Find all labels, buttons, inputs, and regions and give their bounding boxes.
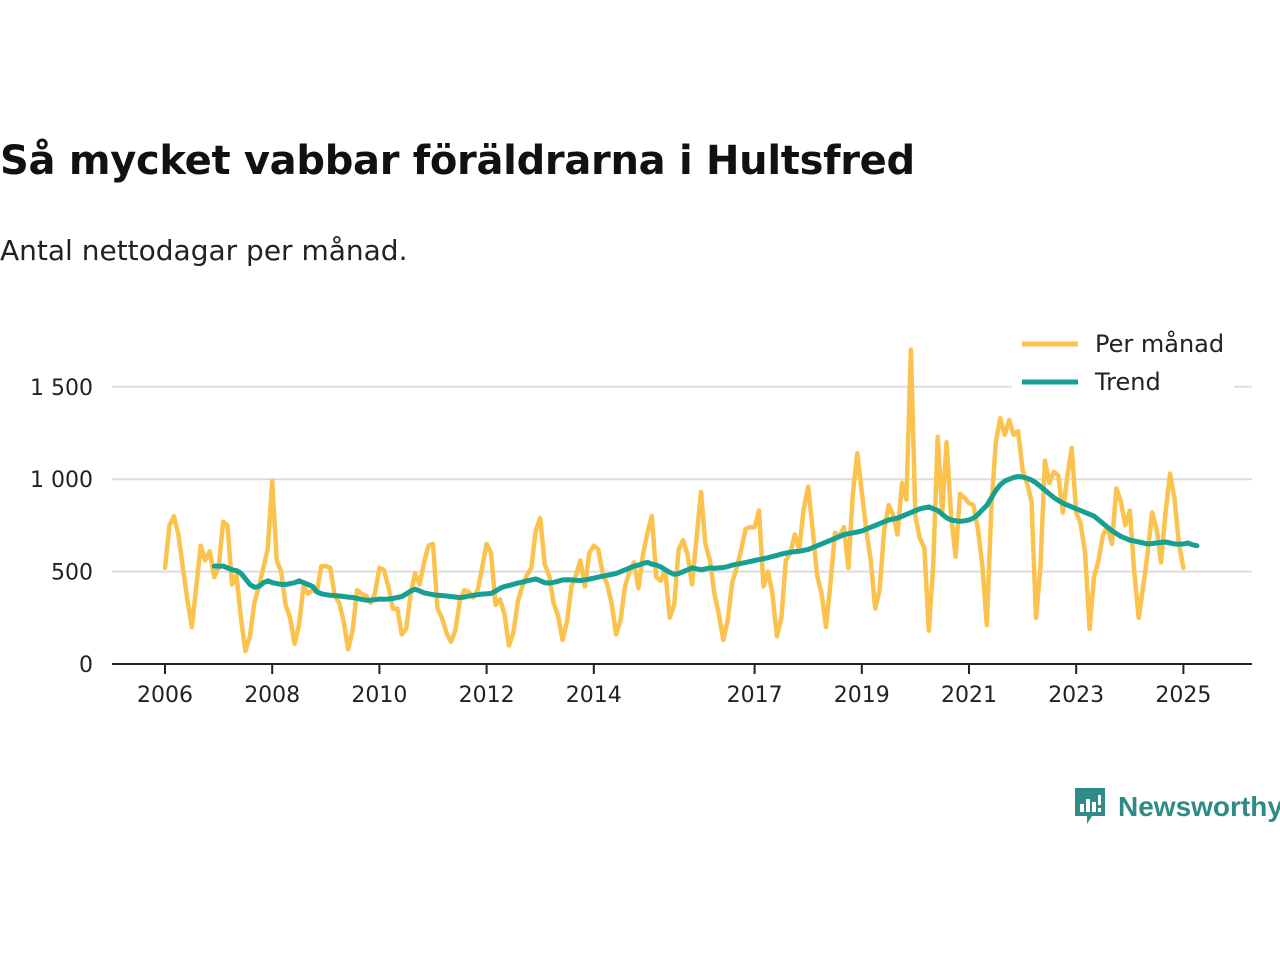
chart-subtitle: Antal nettodagar per månad. <box>0 234 408 267</box>
brand-name: Newsworthy <box>1118 791 1280 822</box>
x-tick-label-2023: 2023 <box>1048 683 1104 708</box>
legend-label-per-manad: Per månad <box>1095 329 1224 358</box>
x-tick-label-2017: 2017 <box>727 683 783 708</box>
y-tick-label-0: 0 <box>79 653 93 678</box>
x-tick-label-2008: 2008 <box>244 683 300 708</box>
x-tick-label-2012: 2012 <box>459 683 515 708</box>
legend-background <box>1012 324 1234 398</box>
y-tick-label-1500: 1 500 <box>30 376 93 401</box>
x-tick-label-2006: 2006 <box>137 683 193 708</box>
legend-label-trend: Trend <box>1094 368 1161 396</box>
chart-title: Så mycket vabbar föräldrarna i Hultsfred <box>0 138 915 184</box>
brand-logo: Newsworthy <box>1072 786 1280 828</box>
x-tick-label-2014: 2014 <box>566 683 622 708</box>
x-axis-ticks: 2006 2008 2010 2012 2014 2017 2019 2021 2023 2025 <box>137 664 1211 708</box>
x-tick-label-2019: 2019 <box>834 683 890 708</box>
y-tick-label-1000: 1 000 <box>30 468 93 493</box>
x-tick-label-2021: 2021 <box>941 683 997 708</box>
series-line-trend <box>211 473 1200 603</box>
legend: Per månad Trend <box>1012 324 1234 398</box>
newsworthy-logo-icon <box>1075 788 1105 824</box>
x-tick-label-2025: 2025 <box>1155 683 1211 708</box>
y-axis-ticks: 0 500 1 000 1 500 <box>30 376 93 678</box>
x-tick-label-2010: 2010 <box>351 683 407 708</box>
y-tick-label-500: 500 <box>51 561 93 586</box>
